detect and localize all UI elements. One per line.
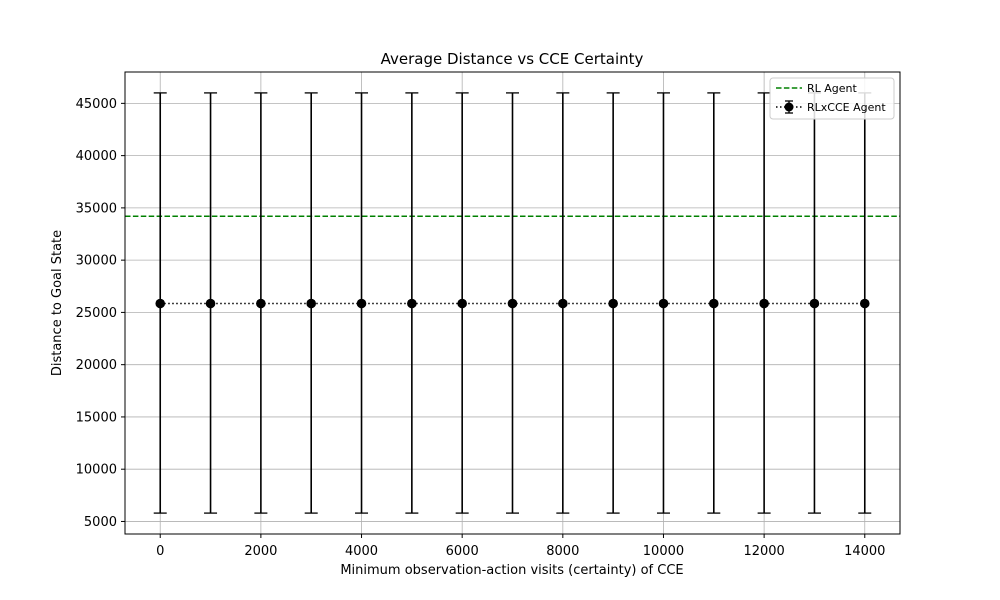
y-tick-label: 10000 — [76, 463, 117, 478]
y-tick-label: 40000 — [76, 149, 117, 164]
x-tick-label: 8000 — [546, 544, 579, 559]
y-tick-label: 25000 — [76, 306, 117, 321]
data-point — [759, 298, 769, 309]
legend-label-rlxcce-agent: RLxCCE Agent — [807, 101, 886, 114]
x-axis-label: Minimum observation-action visits (certa… — [340, 563, 683, 578]
data-point — [256, 298, 266, 309]
data-point — [608, 298, 618, 309]
x-tick-label: 4000 — [345, 544, 378, 559]
y-axis-label: Distance to Goal State — [50, 230, 65, 376]
y-tick-label: 30000 — [76, 254, 117, 269]
plot-data — [125, 92, 900, 514]
data-point — [558, 298, 568, 309]
y-tick-label: 20000 — [76, 358, 117, 373]
y-tick-label: 45000 — [76, 97, 117, 112]
x-tick-label: 6000 — [446, 544, 479, 559]
data-point — [708, 298, 719, 309]
x-tick-label: 14000 — [844, 544, 885, 559]
y-tick-label: 15000 — [76, 410, 117, 425]
data-point — [457, 298, 467, 309]
data-point — [205, 298, 216, 309]
data-point — [507, 298, 518, 309]
data-point — [306, 298, 317, 309]
x-tick-label: 12000 — [743, 544, 784, 559]
data-point — [859, 298, 870, 309]
chart-title: Average Distance vs CCE Certainty — [381, 50, 644, 68]
data-point — [356, 298, 367, 309]
data-point — [155, 298, 166, 309]
data-point — [407, 298, 417, 309]
legend-label-rl-agent: RL Agent — [807, 82, 858, 95]
plot-area-frame — [124, 71, 901, 535]
data-point — [658, 298, 669, 309]
x-tick-label: 2000 — [244, 544, 277, 559]
y-tick-label: 35000 — [76, 201, 117, 216]
data-point — [809, 298, 820, 309]
x-tick-label: 10000 — [643, 544, 684, 559]
legend: RL Agent RLxCCE Agent — [769, 77, 895, 120]
y-tick-label: 5000 — [84, 515, 117, 530]
legend-marker-icon — [784, 102, 794, 112]
x-tick-label: 0 — [156, 544, 164, 559]
axis-ticks: 0 2000 4000 6000 8000 10000 12000 14000 5000 1000… — [76, 97, 886, 559]
